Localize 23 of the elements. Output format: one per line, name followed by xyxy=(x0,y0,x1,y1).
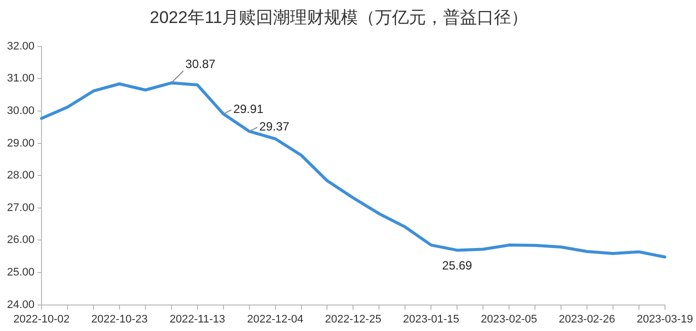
y-tick-label: 31.00 xyxy=(6,72,35,85)
chart-title: 2022年11月赎回潮理财规模（万亿元，普益口径） xyxy=(150,8,528,27)
y-tick-label: 27.00 xyxy=(6,202,35,214)
y-tick-label: 25.00 xyxy=(6,266,35,279)
data-label: 25.69 xyxy=(442,258,472,273)
x-tick-label: 2023-02-05 xyxy=(480,313,538,326)
x-tick-label: 2022-10-02 xyxy=(13,313,70,326)
y-tick-label: 30.00 xyxy=(6,105,35,118)
y-tick-label: 29.00 xyxy=(6,137,35,150)
y-tick-label: 24.00 xyxy=(6,298,35,311)
data-label: 30.87 xyxy=(185,57,216,72)
x-tick-label: 2023-03-19 xyxy=(636,313,694,326)
x-tick-label: 2023-02-26 xyxy=(558,313,616,326)
data-label: 29.37 xyxy=(259,120,290,134)
x-tick-label: 2022-11-13 xyxy=(170,313,226,326)
y-tick-label: 28.00 xyxy=(6,170,35,182)
x-tick-label: 2022-12-04 xyxy=(247,313,304,326)
data-label: 29.91 xyxy=(233,102,264,116)
x-tick-label: 2023-01-15 xyxy=(402,313,460,326)
x-tick-label: 2022-10-23 xyxy=(91,313,148,326)
y-tick-label: 26.00 xyxy=(6,234,35,246)
x-tick-label: 2022-12-25 xyxy=(325,313,382,326)
y-tick-label: 32.00 xyxy=(6,40,35,52)
